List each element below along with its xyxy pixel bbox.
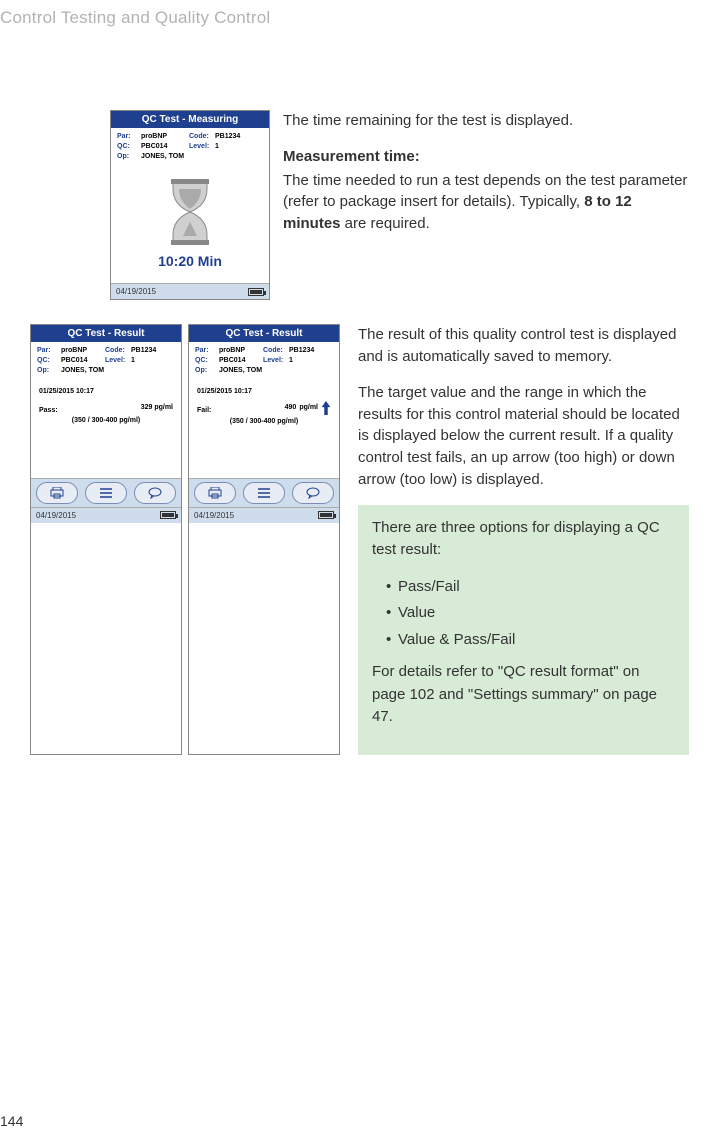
level-label: Level: (263, 356, 289, 366)
print-button[interactable] (194, 482, 236, 504)
screen2-title: QC Test - Result (31, 325, 181, 342)
printer-icon (208, 487, 222, 499)
text-block-1: The time remaining for the test is displ… (283, 110, 689, 300)
par-label: Par: (195, 346, 219, 356)
screen2-status: Pass: (39, 407, 58, 414)
screen2-body: 01/25/2015 10:17 Pass: 329 pg/ml (350 / … (31, 378, 181, 478)
text2-p1: The result of this quality control test … (358, 324, 689, 368)
page-number: 144 (0, 1113, 23, 1129)
level-value: 1 (289, 356, 333, 366)
battery-icon (318, 511, 334, 519)
par-value: proBNP (219, 346, 263, 356)
screen1-date: 04/19/2015 (116, 287, 156, 296)
qc-label: QC: (195, 356, 219, 366)
note-opt-3: Value & Pass/Fail (372, 629, 675, 652)
screen1-body: 10:20 Min (111, 163, 269, 283)
screen2-value: 329 (141, 404, 153, 411)
text1-p2: The time needed to run a test depends on… (283, 170, 689, 235)
page-header: Control Testing and Quality Control (0, 8, 270, 28)
screen1-statusbar: 04/19/2015 (111, 283, 269, 299)
screen3-status: Fail: (197, 407, 211, 414)
menu-button[interactable] (85, 482, 127, 504)
qc-label: QC: (37, 356, 61, 366)
qc-label: QC: (117, 142, 141, 152)
menu-button[interactable] (243, 482, 285, 504)
code-label: Code: (263, 346, 289, 356)
device-measuring: QC Test - Measuring Par:proBNP Code:PB12… (30, 110, 190, 300)
code-label: Code: (189, 132, 215, 142)
speech-icon (306, 487, 320, 499)
level-value: 1 (215, 142, 263, 152)
screen3-info: Par:proBNP Code:PB1234 QC:PBC014 Level:1… (189, 342, 339, 377)
code-value: PB1234 (215, 132, 263, 142)
note-box: There are three options for displaying a… (358, 505, 689, 755)
screen2-toolbar (31, 478, 181, 507)
level-value: 1 (131, 356, 175, 366)
device-result-fail: QC Test - Result Par:proBNP Code:PB1234 … (188, 324, 340, 754)
menu-icon (257, 488, 271, 498)
screen3-unit: pg/ml (299, 404, 318, 411)
menu-icon (99, 488, 113, 498)
note-opt-1: Pass/Fail (372, 576, 675, 599)
par-label: Par: (37, 346, 61, 356)
qc-value: PBC014 (219, 356, 263, 366)
screen3-statusbar: 04/19/2015 (189, 507, 339, 523)
level-label: Level: (189, 142, 215, 152)
screen3-footer-date: 04/19/2015 (194, 511, 234, 520)
text-block-2: The result of this quality control test … (358, 324, 689, 754)
qc-value: PBC014 (61, 356, 105, 366)
qc-value: PBC014 (141, 142, 189, 152)
battery-icon (160, 511, 176, 519)
screen2-statusbar: 04/19/2015 (31, 507, 181, 523)
note-intro: There are three options for displaying a… (372, 517, 675, 562)
timer-text: 10:20 Min (158, 253, 222, 269)
level-label: Level: (105, 356, 131, 366)
code-value: PB1234 (131, 346, 175, 356)
up-arrow-icon (321, 401, 331, 415)
print-button[interactable] (36, 482, 78, 504)
code-label: Code: (105, 346, 131, 356)
op-label: Op: (37, 366, 61, 376)
screen1-info: Par:proBNP Code:PB1234 QC:PBC014 Level:1… (111, 128, 269, 163)
comment-button[interactable] (134, 482, 176, 504)
note-outro: For details refer to "QC result format" … (372, 661, 675, 729)
screen3-toolbar (189, 478, 339, 507)
screen2-footer-date: 04/19/2015 (36, 511, 76, 520)
printer-icon (50, 487, 64, 499)
par-label: Par: (117, 132, 141, 142)
par-value: proBNP (141, 132, 189, 142)
speech-icon (148, 487, 162, 499)
op-value: JONES, TOM (219, 366, 333, 376)
code-value: PB1234 (289, 346, 333, 356)
screen3-title: QC Test - Result (189, 325, 339, 342)
screen3-datetime: 01/25/2015 10:17 (197, 388, 331, 395)
note-opt-2: Value (372, 602, 675, 625)
comment-button[interactable] (292, 482, 334, 504)
screen3-value: 490 (285, 404, 297, 411)
screen2-range: (350 / 300-400 pg/ml) (39, 417, 173, 424)
screen1-title: QC Test - Measuring (111, 111, 269, 128)
battery-icon (248, 288, 264, 296)
op-label: Op: (195, 366, 219, 376)
screen2-info: Par:proBNP Code:PB1234 QC:PBC014 Level:1… (31, 342, 181, 377)
hourglass-icon (165, 177, 215, 247)
screen3-body: 01/25/2015 10:17 Fail: 490 pg/ml (350 / … (189, 378, 339, 478)
op-value: JONES, TOM (61, 366, 175, 376)
op-label: Op: (117, 152, 141, 162)
screen3-range: (350 / 300-400 pg/ml) (197, 418, 331, 425)
text1-p1: The time remaining for the test is displ… (283, 110, 689, 132)
device-result-pass: QC Test - Result Par:proBNP Code:PB1234 … (30, 324, 182, 754)
op-value: JONES, TOM (141, 152, 263, 162)
screen2-datetime: 01/25/2015 10:17 (39, 388, 173, 395)
note-options: Pass/Fail Value Value & Pass/Fail (372, 576, 675, 652)
text1-p2c: are required. (341, 215, 430, 232)
screen2-unit: pg/ml (154, 404, 173, 411)
text1-heading: Measurement time: (283, 146, 689, 168)
text2-p2: The target value and the range in which … (358, 382, 689, 491)
par-value: proBNP (61, 346, 105, 356)
